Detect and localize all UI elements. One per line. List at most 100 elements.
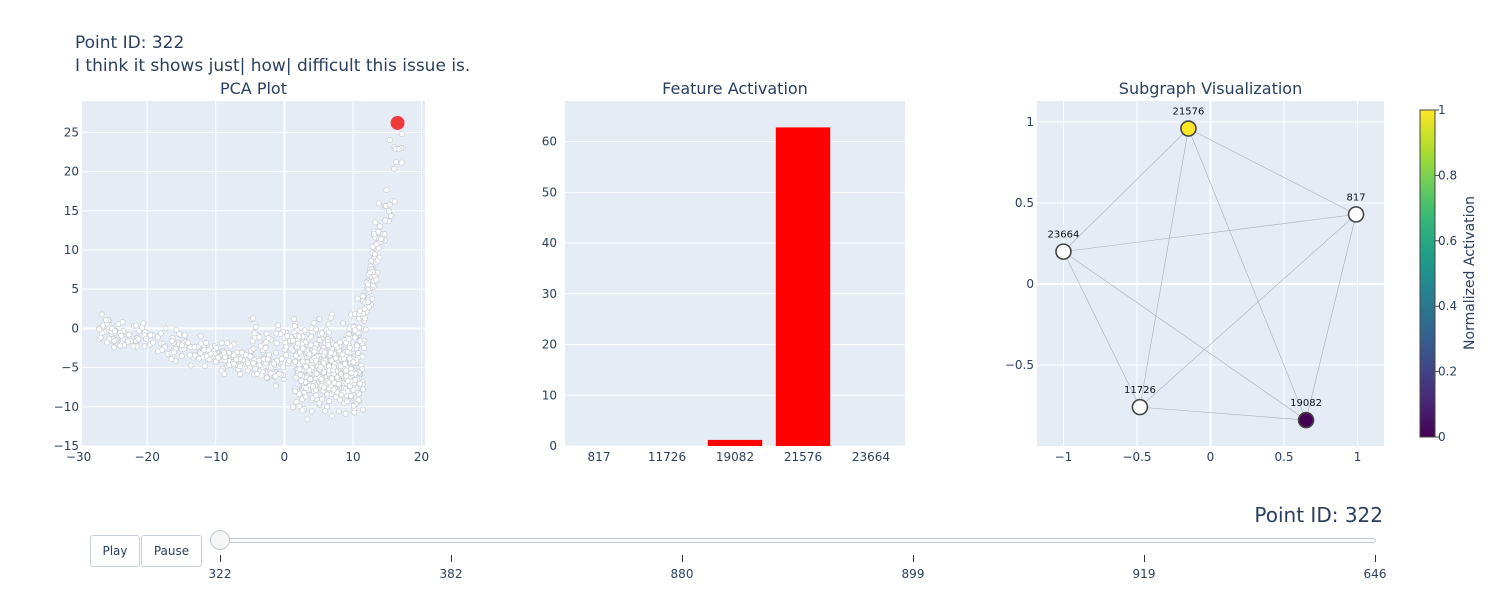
pca-point xyxy=(135,336,142,343)
pca-point xyxy=(301,327,308,334)
pca-point xyxy=(233,356,240,363)
pca-point xyxy=(205,347,212,353)
bar-title: Feature Activation xyxy=(662,79,808,98)
pca-point xyxy=(238,349,245,356)
bar-x-tick-label: 817 xyxy=(588,450,611,464)
colorbar xyxy=(1419,109,1436,438)
pca-point xyxy=(299,407,306,414)
pause-button[interactable]: Pause xyxy=(141,535,202,567)
pca-point xyxy=(296,403,303,410)
pca-point xyxy=(399,131,405,138)
pca-point xyxy=(318,376,325,383)
graph-edge xyxy=(1305,214,1357,421)
pca-point xyxy=(326,398,333,405)
pca-title: PCA Plot xyxy=(220,79,287,98)
slider-step-tick xyxy=(682,555,683,562)
pca-point xyxy=(164,351,171,357)
pca-point xyxy=(391,165,398,172)
pca-point xyxy=(297,371,304,378)
slider-step-label[interactable]: 382 xyxy=(439,567,463,581)
pca-point xyxy=(273,349,280,356)
pca-point xyxy=(293,374,300,381)
slider-track[interactable] xyxy=(220,538,1376,543)
pca-point xyxy=(187,352,193,359)
pca-point xyxy=(337,371,344,377)
pca-point xyxy=(249,338,256,345)
slider-step-label[interactable]: 322 xyxy=(208,567,232,581)
pca-point xyxy=(290,404,297,410)
pca-point xyxy=(185,339,192,346)
slider-handle[interactable] xyxy=(210,530,230,550)
colorbar-tick-label: 1 xyxy=(1438,103,1446,117)
pca-point xyxy=(351,334,358,341)
play-button[interactable]: Play xyxy=(90,535,140,567)
slider-step-label[interactable]: 919 xyxy=(1132,567,1156,581)
slider-step-label[interactable]: 899 xyxy=(901,567,925,581)
pca-point xyxy=(345,377,351,384)
pca-point xyxy=(157,330,164,337)
pca-point xyxy=(295,340,302,347)
bar-y-tick-label: 40 xyxy=(542,236,557,250)
pca-y-tick-label: −15 xyxy=(54,439,79,453)
graph-y-tick-label: −0.5 xyxy=(1005,358,1034,372)
pca-point xyxy=(306,367,313,374)
pca-point xyxy=(342,410,349,417)
pca-point xyxy=(263,339,269,346)
pca-point xyxy=(316,337,323,343)
pca-point xyxy=(335,380,342,387)
graph-node-label: 21576 xyxy=(1173,107,1205,118)
graph-x-tick-label: −0.5 xyxy=(1122,450,1151,464)
graph-edge xyxy=(1063,214,1357,252)
pca-point xyxy=(270,360,277,367)
pca-point xyxy=(375,200,382,207)
pca-point xyxy=(111,337,118,344)
pca-point xyxy=(366,304,372,311)
pca-point xyxy=(162,325,169,332)
pca-point xyxy=(321,349,328,356)
pca-point xyxy=(292,358,299,365)
colorbar-tick-label: 0.4 xyxy=(1438,299,1457,313)
graph-node-19082 xyxy=(1297,411,1315,429)
slider-step-label[interactable]: 646 xyxy=(1363,567,1387,581)
pca-point xyxy=(350,387,357,394)
pca-point xyxy=(273,330,280,337)
pca-point xyxy=(309,383,316,390)
pca-point xyxy=(357,307,363,314)
pca-point xyxy=(346,355,353,362)
graph-node-label: 19082 xyxy=(1290,398,1322,409)
slider-step-label[interactable]: 880 xyxy=(670,567,694,581)
pca-x-tick-label: −10 xyxy=(203,450,228,464)
pca-y-tick-label: 0 xyxy=(71,321,79,335)
pca-point xyxy=(298,378,305,385)
pca-point xyxy=(124,338,131,345)
graph-y-tick-label: 0 xyxy=(1026,277,1034,291)
pca-point xyxy=(362,326,369,333)
pca-point xyxy=(316,315,323,322)
pca-point xyxy=(154,334,161,341)
pca-point xyxy=(322,407,329,414)
pca-point xyxy=(215,354,222,361)
graph-edge xyxy=(1188,128,1307,421)
pca-point xyxy=(317,364,324,371)
pca-point xyxy=(218,339,225,346)
colorbar-tick-label: 0.2 xyxy=(1438,365,1457,379)
pca-point xyxy=(350,359,357,366)
pca-point xyxy=(303,363,309,370)
pca-point xyxy=(372,251,378,258)
pca-point xyxy=(168,355,175,362)
pca-point xyxy=(386,137,393,144)
graph-node-23664 xyxy=(1055,243,1072,260)
graph-edge xyxy=(1139,128,1189,408)
colorbar-title: Normalized Activation xyxy=(1462,196,1478,350)
pca-point xyxy=(195,355,202,362)
pca-point xyxy=(132,322,139,329)
bar-19082 xyxy=(707,439,763,446)
bar-x-tick-label: 23664 xyxy=(852,450,890,464)
pca-point xyxy=(292,352,299,359)
pca-point xyxy=(360,406,367,413)
pca-point xyxy=(343,398,350,405)
bar-plot-area xyxy=(565,101,905,446)
slider-current-value: Point ID: 322 xyxy=(1254,503,1383,527)
pca-point xyxy=(296,366,303,372)
bar-y-tick-label: 10 xyxy=(542,388,557,402)
